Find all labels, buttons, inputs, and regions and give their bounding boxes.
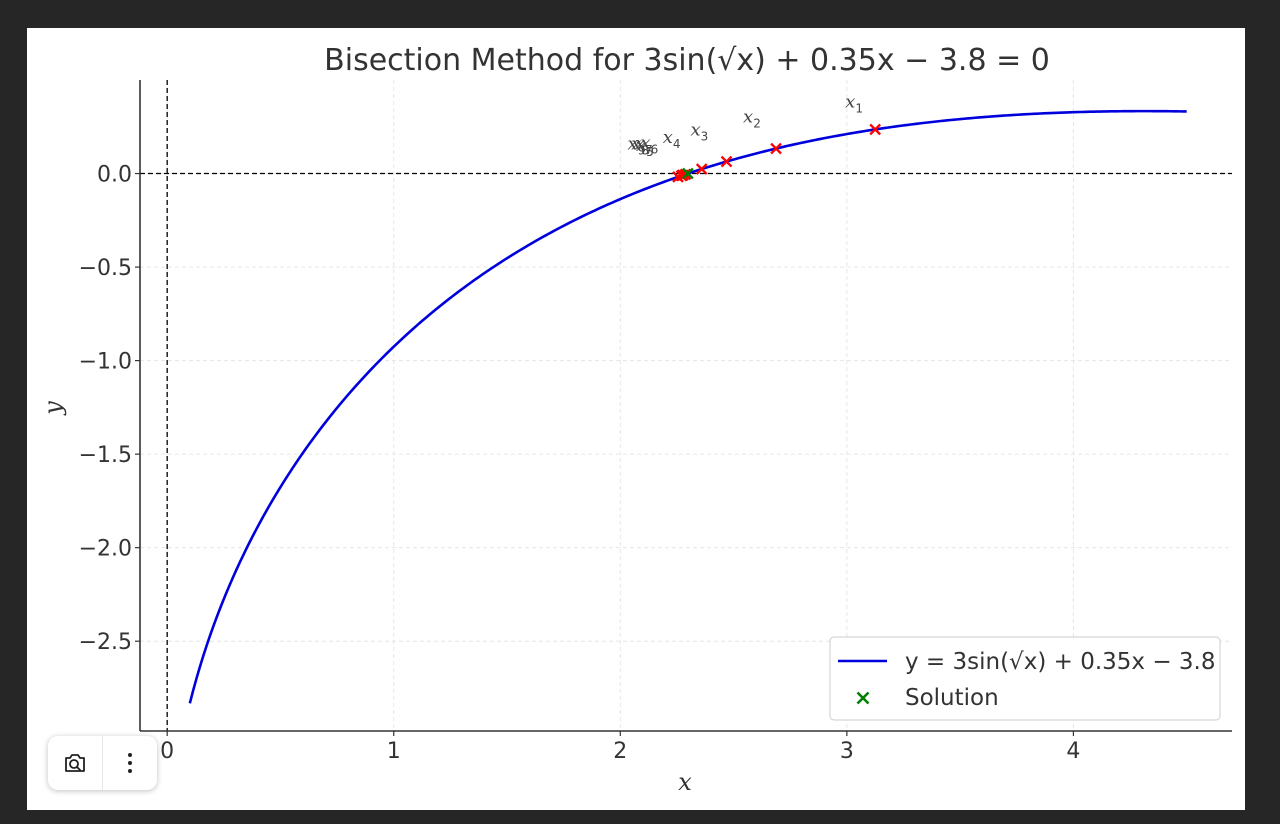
chart-svg: 0 1 2 3 40.0−0.5−1.0−1.5−2.0−2.5 x1x2x3x4x5x… [39, 43, 1232, 796]
y-tick-label: −2.5 [79, 630, 132, 655]
iteration-label-7: x7 [635, 133, 653, 157]
chart-frame: 0 1 2 3 4 0.0 −0.5 −1.0 −1.5 −2.0 −2.5 x1 x2 x3 x4 x5 x… [27, 28, 1245, 810]
solution-marker [682, 167, 694, 180]
legend-solution-label: Solution [905, 685, 999, 711]
y-tick-label: −0.5 [79, 256, 132, 281]
x-tick-label: 1 [387, 739, 401, 764]
iteration-marker-1 [869, 123, 882, 136]
iteration-label-3: x3 [690, 120, 708, 144]
iteration-markers [672, 123, 882, 183]
curve-layer [188, 109, 1187, 704]
y-axis-label: y [39, 401, 67, 416]
iteration-marker-9 [675, 169, 688, 182]
legend-box [829, 636, 1221, 721]
x-tick-label: 2 [613, 739, 627, 764]
x-tick-label: 0 [160, 739, 174, 764]
image-toolbar [48, 736, 157, 790]
y-tick-label: −2.0 [79, 537, 132, 562]
iteration-label-4: x4 [663, 127, 681, 151]
legend-solution-marker [856, 691, 870, 705]
tick-labels: 0 1 2 3 4 0.0 −0.5 −1.0 −1.5 −2.0 −2.5 [79, 163, 1081, 764]
chart-title: Bisection Method for 3sin(√x) + 0.35x − … [324, 43, 1050, 78]
visual-search-button[interactable] [48, 736, 102, 790]
more-options-button[interactable] [103, 736, 157, 790]
iteration-marker-3 [720, 155, 733, 168]
y-tick-label: −1.5 [79, 443, 132, 468]
iteration-label-8: x8 [631, 133, 649, 157]
iteration-marker-2 [770, 142, 782, 155]
x-tick-label: 3 [840, 739, 854, 764]
legend-function-label: y = 3sin(√x) + 0.35x − 3.8 [905, 649, 1216, 675]
iteration-label-6: x6 [640, 132, 658, 156]
y-tick-label: 0.0 [97, 163, 132, 188]
camera-search-icon [65, 754, 85, 772]
legend: y = 3sin(√x) + 0.35x − 3.8 Solution [829, 636, 1221, 721]
iteration-label-5: x5 [636, 135, 654, 159]
iteration-label-9: x9 [628, 134, 646, 158]
iteration-label-2: x2 [743, 107, 761, 131]
axes [139, 80, 1232, 732]
x-tick-label: 4 [1066, 739, 1080, 764]
more-vertical-icon [128, 753, 132, 773]
iteration-marker-4 [695, 163, 708, 175]
iteration-label-1: x1 [845, 91, 863, 115]
legend-solution-x [856, 691, 870, 705]
toolbar-divider [102, 736, 103, 790]
y-tick-label: −1.0 [79, 350, 132, 375]
x-axis-label: x [678, 768, 692, 796]
function-curve [188, 109, 1187, 704]
